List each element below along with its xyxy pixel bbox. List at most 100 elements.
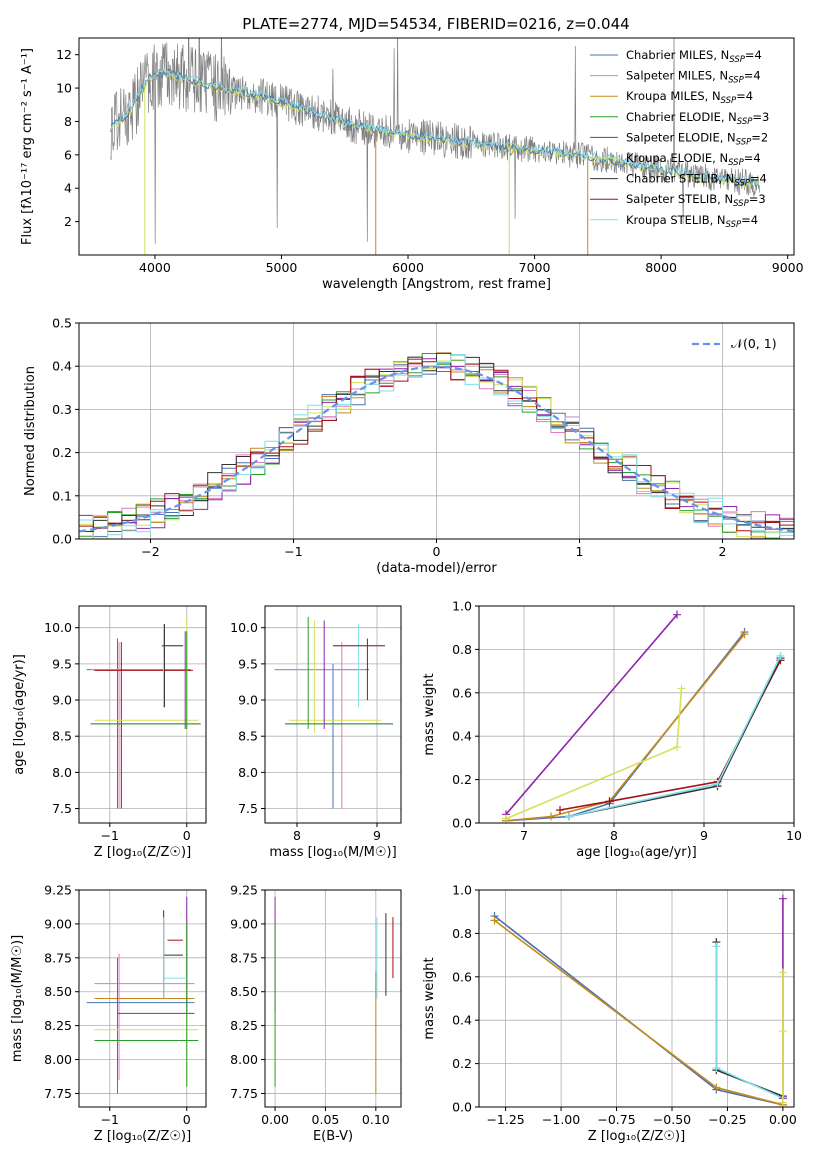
model-spectrum-kroupa_stelib [110,68,760,187]
x-tick-label: 0.05 [312,1112,340,1127]
plot-area [86,616,201,809]
grid-lines [265,889,401,1107]
y-tick-label: 1.0 [452,599,472,614]
weight-line-chabrier_miles [505,631,746,822]
x-tick-label: −1 [284,544,302,559]
weight-point-marker [673,610,681,619]
x-tick-label: 8000 [645,260,677,275]
axes-frame [478,889,795,1108]
legend-label-normal: 𝒩(0, 1) [731,336,777,351]
plot-area [79,352,794,539]
x-tick-label: 6000 [392,260,424,275]
x-tick-label: −0.25 [708,1112,746,1127]
plot-area [274,616,393,809]
plot-area [502,610,785,823]
x-tick-label: 1 [576,544,584,559]
y-tick-label: 0.3 [52,402,72,417]
weight-line-kroupa_miles [505,633,746,822]
x-axis-label: E(B-V) [313,1129,353,1144]
legend-label: Salpeter STELIB, NSSP=3 [626,192,766,209]
y-tick-label: 0.0 [52,532,72,547]
x-tick-label: 8 [293,828,301,843]
weight-point-marker [547,812,555,821]
y-tick-label: 7.5 [52,801,72,816]
x-axis-label: (data-model)/error [376,561,497,576]
y-tick-label: 0.0 [452,816,472,831]
normal-curve [79,365,794,533]
x-tick-label: 0 [183,828,191,843]
weight-line-chabrier_miles [494,915,784,1106]
x-tick-label: 0.10 [362,1112,390,1127]
y-tick-label: 9.25 [230,883,258,898]
weight-point-marker [778,894,787,903]
weight-line-salpeter_stelib [559,659,782,811]
y-axis-label: mass weight [422,673,437,755]
y-axis-label: mass weight [422,957,437,1039]
y-tick-label: 10.0 [230,620,258,635]
legend-label: Kroupa ELODIE, NSSP=4 [626,151,761,168]
x-tick-label: 8 [610,828,618,843]
weight-point-marker [605,797,614,806]
y-tick-label: 8.00 [230,1052,258,1067]
y-tick-label: 0.5 [52,316,72,331]
y-tick-label: 8.00 [44,1052,72,1067]
panel-residuals: −2 −1 0 1 2 0.0 0.1 0.2 0.3 0.4 0.5 (data-model)/er… [23,316,795,576]
x-tick-label: −1.00 [542,1112,580,1127]
weight-point-marker [740,630,749,639]
weight-point-marker [778,1027,787,1036]
weight-line-kroupa_miles [494,919,784,1106]
x-tick-label: −0.75 [597,1112,635,1127]
figure-title: PLATE=2774, MJD=54534, FIBERID=0216, z=0… [242,15,629,33]
legend-label: Kroupa STELIB, NSSP=4 [626,213,758,230]
x-tick-label: −2 [141,544,159,559]
weight-point-marker [556,805,564,814]
y-tick-label: 8.25 [230,1018,258,1033]
legend-label: Chabrier STELIB, NSSP=4 [626,172,767,189]
y-tick-label: 9.00 [44,916,72,931]
y-tick-label: 0.6 [452,969,472,984]
weight-point-marker [677,684,686,693]
axes-frame [78,605,207,824]
x-axis-label: mass [log₁₀(M/M☉)] [269,845,396,860]
panel-mass_vs_ebv: 0.00 0.05 0.10 7.75 8.00 8.25 8.50 8.75 9.00 9.25… [230,883,402,1144]
y-tick-label: 2 [64,214,72,229]
y-axis-label: Normed distribution [23,366,38,496]
x-axis-label: Z [log₁₀(Z/Z☉)] [94,845,191,860]
y-axis-label: Flux [fλ10⁻¹⁷ erg cm⁻² s⁻¹ A⁻¹] [20,48,35,245]
axes-frame [78,889,207,1108]
panel-mass_vs_z: −1 0 7.75 8.00 8.25 8.50 8.75 9.00 9.25 Z [log₁₀(… [10,883,207,1144]
x-tick-label: 9000 [772,260,804,275]
weight-point-marker [565,812,573,821]
y-tick-label: 8.0 [238,765,258,780]
legend-label: Salpeter MILES, NSSP=4 [626,69,761,86]
plot-area [490,894,787,1107]
x-tick-label: 0 [183,1112,191,1127]
axes-frame [78,37,795,256]
y-tick-label: 9.5 [52,656,72,671]
panel-age_vs_z: −1 0 7.5 8.0 8.5 9.0 9.5 10.0 Z [log₁₀(Z/Z☉)] age… [12,605,207,860]
weight-line-salpeter_elodie [505,614,678,815]
y-tick-label: 9.00 [230,916,258,931]
y-tick-label: 0.1 [52,488,72,503]
y-tick-label: 8.75 [44,950,72,965]
y-tick-label: 6 [64,147,72,162]
y-tick-label: 1.0 [452,883,472,898]
x-tick-label: 10 [786,828,802,843]
y-tick-label: 4 [64,181,72,196]
x-tick-label: −1.25 [486,1112,524,1127]
y-axis-label: mass [log₁₀(M/M☉)] [10,935,25,1062]
y-tick-label: 8.0 [52,765,72,780]
y-tick-label: 0.4 [452,729,472,744]
x-axis-label: Z [log₁₀(Z/Z☉)] [588,1129,685,1144]
y-tick-label: 0.8 [452,926,472,941]
y-tick-label: 8.75 [230,950,258,965]
x-tick-label: 5000 [266,260,298,275]
y-tick-label: 0.2 [52,445,72,460]
y-tick-label: 9.5 [238,656,258,671]
y-tick-label: 8.5 [238,729,258,744]
x-axis-label: wavelength [Angstrom, rest frame] [322,277,551,292]
x-tick-label: 0.00 [261,1112,289,1127]
x-tick-label: 4000 [139,260,171,275]
y-tick-label: 0.2 [452,772,472,787]
x-tick-label: 2 [719,544,727,559]
